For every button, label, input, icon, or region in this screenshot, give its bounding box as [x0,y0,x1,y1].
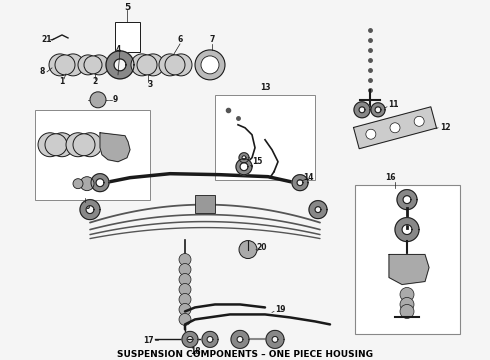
Text: 15: 15 [252,157,262,166]
Text: 11: 11 [388,100,398,109]
Circle shape [366,129,376,139]
Polygon shape [100,133,130,162]
Circle shape [179,283,191,296]
Circle shape [80,177,94,191]
Text: 18: 18 [190,347,200,356]
Text: 3: 3 [147,80,152,89]
Circle shape [142,54,164,76]
Polygon shape [239,153,249,163]
Circle shape [400,288,414,301]
Circle shape [66,133,90,157]
Polygon shape [106,51,134,79]
Circle shape [400,297,414,311]
Polygon shape [292,175,308,191]
Circle shape [78,133,102,157]
Circle shape [78,55,98,75]
Polygon shape [91,174,109,192]
Text: 8: 8 [39,67,45,76]
Polygon shape [182,332,198,347]
Circle shape [179,274,191,285]
Circle shape [84,56,102,74]
Circle shape [179,303,191,315]
Bar [195,195,215,213]
Text: 6: 6 [177,35,183,44]
Circle shape [49,54,71,76]
Circle shape [90,92,106,108]
Text: 9: 9 [112,95,118,104]
Circle shape [55,55,75,75]
Circle shape [131,54,153,76]
Text: 4: 4 [115,45,121,54]
Circle shape [195,50,225,80]
Circle shape [73,179,83,189]
Text: 19: 19 [275,305,285,314]
Text: 10: 10 [80,202,90,211]
Polygon shape [397,190,417,210]
Polygon shape [353,107,437,149]
Circle shape [179,314,191,325]
Polygon shape [80,200,100,220]
Text: 16: 16 [385,173,395,182]
Bar [355,185,460,334]
Circle shape [50,133,74,157]
Text: 21: 21 [42,35,52,44]
Circle shape [38,133,62,157]
Text: 14: 14 [303,173,313,182]
Text: 17: 17 [143,336,153,345]
Polygon shape [389,255,429,284]
Polygon shape [236,159,252,175]
Circle shape [390,123,400,133]
Text: 7: 7 [209,35,215,44]
Circle shape [201,56,219,74]
Circle shape [137,55,157,75]
Circle shape [159,54,181,76]
Polygon shape [395,217,419,242]
Bar [115,22,140,52]
Text: SUSPENSION COMPONENTS – ONE PIECE HOUSING: SUSPENSION COMPONENTS – ONE PIECE HOUSIN… [117,350,373,359]
Polygon shape [371,103,385,117]
Circle shape [414,116,424,126]
Circle shape [73,134,95,156]
Polygon shape [354,102,370,118]
Text: 5: 5 [124,4,130,13]
Circle shape [170,54,192,76]
Circle shape [165,55,185,75]
Circle shape [400,305,414,319]
Bar [35,110,150,200]
Text: 2: 2 [93,77,98,86]
Circle shape [239,240,257,258]
Circle shape [45,134,67,156]
Circle shape [179,293,191,305]
Polygon shape [202,332,218,347]
Circle shape [179,253,191,266]
Text: 12: 12 [440,123,450,132]
Polygon shape [266,330,284,348]
Text: 1: 1 [59,77,65,86]
Circle shape [179,264,191,275]
Text: 20: 20 [257,243,267,252]
Polygon shape [309,201,327,219]
Circle shape [62,54,84,76]
Polygon shape [231,330,249,348]
Text: 13: 13 [260,84,270,93]
Circle shape [89,55,109,75]
Bar [215,95,315,180]
